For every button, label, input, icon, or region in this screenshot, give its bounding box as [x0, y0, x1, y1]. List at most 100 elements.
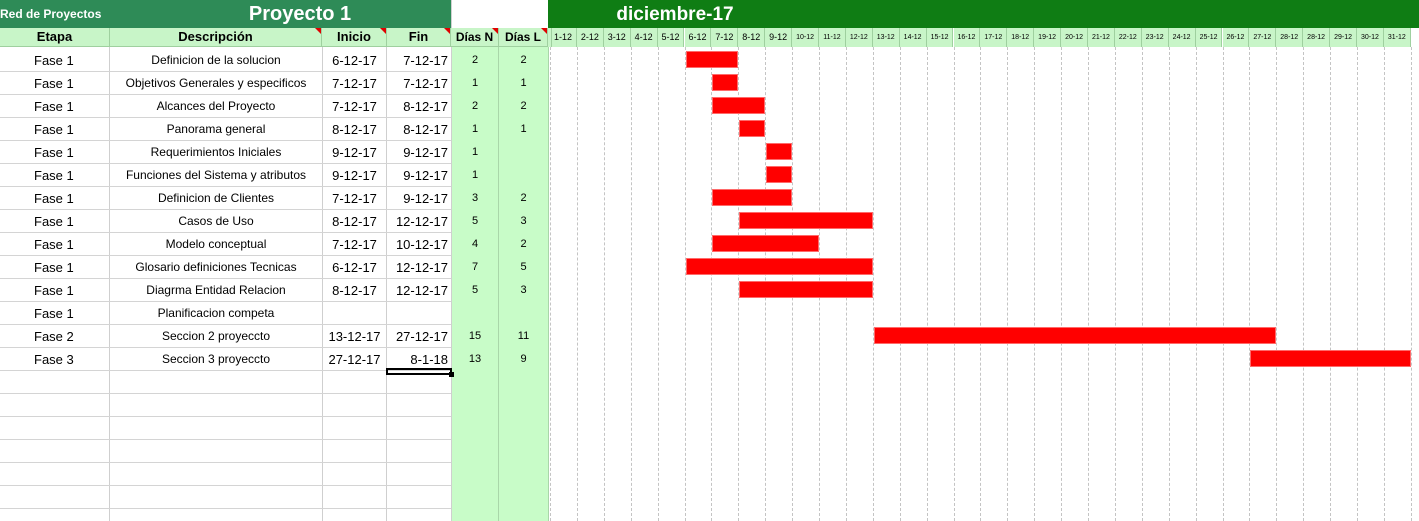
- dias-n-cell[interactable]: 4: [471, 238, 479, 250]
- day-header-cell[interactable]: 23-12: [1141, 28, 1169, 47]
- day-header-cell[interactable]: 13-12: [872, 28, 900, 47]
- etapa-cell[interactable]: Fase 2: [34, 329, 74, 344]
- fin-cell[interactable]: 8-12-17: [403, 99, 448, 114]
- dias-n-cell[interactable]: 1: [471, 77, 479, 89]
- dias-l-cell[interactable]: 3: [520, 284, 527, 296]
- day-header-cell[interactable]: 18-12: [1007, 28, 1035, 47]
- day-header-cell[interactable]: 20-12: [1061, 28, 1088, 47]
- inicio-cell[interactable]: 7-12-17: [332, 237, 377, 252]
- gantt-bar[interactable]: [766, 166, 793, 183]
- descripcion-cell[interactable]: Funciones del Sistema y atributos: [125, 168, 307, 182]
- inicio-cell[interactable]: 9-12-17: [332, 168, 377, 183]
- day-header-cell[interactable]: 27-12: [1249, 28, 1277, 47]
- day-header-cell[interactable]: 22-12: [1114, 28, 1142, 47]
- day-header-cell[interactable]: 8-12: [738, 28, 766, 47]
- gantt-bar[interactable]: [1250, 350, 1411, 367]
- day-header-cell[interactable]: 7-12: [711, 28, 739, 47]
- gantt-bar[interactable]: [712, 97, 766, 114]
- gantt-bar[interactable]: [739, 120, 766, 137]
- dias-l-cell[interactable]: 2: [520, 100, 527, 112]
- fin-cell[interactable]: 9-12-17: [403, 168, 448, 183]
- inicio-cell[interactable]: 8-12-17: [332, 283, 377, 298]
- gantt-bar[interactable]: [685, 51, 739, 68]
- inicio-cell[interactable]: 27-12-17: [328, 352, 381, 367]
- day-header-cell[interactable]: 12-12: [845, 28, 873, 47]
- day-header-cell[interactable]: 28-12: [1303, 28, 1331, 47]
- day-header-cell[interactable]: 19-12: [1034, 28, 1062, 47]
- dias-n-cell[interactable]: 5: [471, 215, 479, 227]
- descripcion-cell[interactable]: Alcances del Proyecto: [156, 99, 276, 113]
- inicio-cell[interactable]: 13-12-17: [328, 329, 381, 344]
- header-descripcion[interactable]: Descripción: [110, 28, 322, 47]
- header-etapa[interactable]: Etapa: [0, 28, 110, 47]
- dias-n-cell[interactable]: [451, 302, 499, 325]
- descripcion-cell[interactable]: Seccion 2 proyeccto: [161, 329, 271, 343]
- descripcion-cell[interactable]: Objetivos Generales y especificos: [125, 76, 307, 90]
- dias-l-cell[interactable]: [499, 141, 548, 164]
- day-header-cell[interactable]: 28-12: [1276, 28, 1304, 47]
- etapa-cell[interactable]: Fase 1: [34, 237, 74, 252]
- day-header-cell[interactable]: 10-12: [792, 28, 819, 47]
- dias-l-cell[interactable]: 9: [520, 353, 527, 365]
- fin-cell[interactable]: 12-12-17: [395, 260, 448, 275]
- dias-l-cell[interactable]: 2: [520, 192, 527, 204]
- inicio-cell[interactable]: 9-12-17: [332, 145, 377, 160]
- day-header-cell[interactable]: 2-12: [576, 28, 604, 47]
- dias-l-cell[interactable]: 1: [520, 77, 527, 89]
- etapa-cell[interactable]: Fase 1: [34, 145, 74, 160]
- dias-l-cell[interactable]: [499, 302, 548, 325]
- fin-cell[interactable]: 7-12-17: [403, 53, 448, 68]
- dias-l-cell[interactable]: 11: [517, 330, 530, 342]
- fin-cell[interactable]: 8-1-18: [410, 352, 448, 367]
- day-header-cell[interactable]: 25-12: [1195, 28, 1223, 47]
- dias-n-cell[interactable]: 1: [471, 169, 479, 181]
- descripcion-cell[interactable]: Definicion de la solucion: [151, 53, 281, 67]
- day-header-cell[interactable]: 16-12: [953, 28, 981, 47]
- day-header-cell[interactable]: 29-12: [1330, 28, 1357, 47]
- fin-cell[interactable]: 9-12-17: [403, 191, 448, 206]
- day-header-cell[interactable]: 5-12: [657, 28, 685, 47]
- fin-cell[interactable]: [387, 302, 451, 325]
- inicio-cell[interactable]: 8-12-17: [332, 122, 377, 137]
- dias-l-cell[interactable]: 3: [520, 215, 527, 227]
- gantt-bar[interactable]: [712, 74, 739, 91]
- dias-l-cell[interactable]: [499, 164, 548, 187]
- header-inicio[interactable]: Inicio: [322, 28, 387, 47]
- dias-n-cell[interactable]: 1: [471, 123, 479, 135]
- gantt-bar[interactable]: [873, 327, 1277, 344]
- descripcion-cell[interactable]: Definicion de Clientes: [157, 191, 275, 205]
- etapa-cell[interactable]: Fase 1: [34, 306, 74, 321]
- etapa-cell[interactable]: Fase 1: [34, 122, 74, 137]
- etapa-cell[interactable]: Fase 1: [34, 168, 74, 183]
- dias-l-cell[interactable]: 1: [520, 123, 527, 135]
- dias-n-cell[interactable]: 3: [471, 192, 479, 204]
- etapa-cell[interactable]: Fase 1: [34, 53, 74, 68]
- header-dias-l[interactable]: Días L: [499, 28, 548, 47]
- descripcion-cell[interactable]: Seccion 3 proyeccto: [161, 352, 271, 366]
- day-header-cell[interactable]: 24-12: [1168, 28, 1196, 47]
- day-header-cell[interactable]: 6-12: [684, 28, 712, 47]
- fin-cell[interactable]: 12-12-17: [395, 214, 448, 229]
- dias-n-cell[interactable]: 1: [471, 146, 479, 158]
- etapa-cell[interactable]: Fase 1: [34, 191, 74, 206]
- fin-cell[interactable]: 8-12-17: [403, 122, 448, 137]
- day-header-cell[interactable]: 30-12: [1357, 28, 1384, 47]
- day-header-cell[interactable]: 15-12: [926, 28, 954, 47]
- fin-cell[interactable]: 7-12-17: [403, 76, 448, 91]
- dias-n-cell[interactable]: 13: [468, 353, 482, 365]
- dias-l-cell[interactable]: 2: [520, 238, 527, 250]
- dias-l-cell[interactable]: 2: [520, 54, 527, 66]
- dias-n-cell[interactable]: 2: [471, 54, 479, 66]
- fin-cell[interactable]: 9-12-17: [403, 145, 448, 160]
- descripcion-cell[interactable]: Modelo conceptual: [165, 237, 267, 251]
- day-header-cell[interactable]: 9-12: [765, 28, 793, 47]
- gantt-bar[interactable]: [766, 143, 793, 160]
- gantt-bar[interactable]: [712, 235, 819, 252]
- inicio-cell[interactable]: 6-12-17: [332, 260, 377, 275]
- dias-n-cell[interactable]: 7: [471, 261, 479, 273]
- gantt-bar[interactable]: [739, 212, 873, 229]
- day-header-cell[interactable]: 21-12: [1088, 28, 1115, 47]
- descripcion-cell[interactable]: Diagrma Entidad Relacion: [146, 283, 286, 297]
- day-header-cell[interactable]: 26-12: [1222, 28, 1250, 47]
- day-header-cell[interactable]: 11-12: [819, 28, 846, 47]
